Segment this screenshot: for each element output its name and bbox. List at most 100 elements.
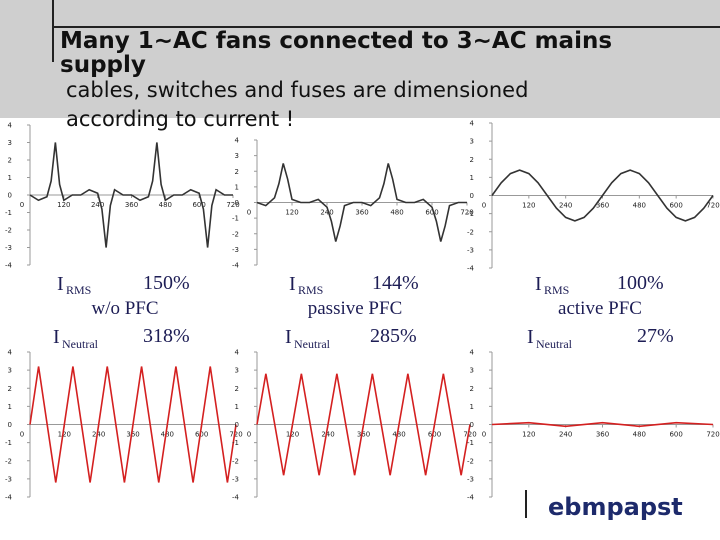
pfc-label: w/o PFC [91,298,158,319]
x-tick-label: 600 [428,431,441,439]
y-tick-label: 3 [235,152,239,160]
ineutral-sub: Neutral [294,337,331,351]
y-tick-label: -1 [467,210,474,218]
y-tick-label: -4 [232,494,240,502]
y-tick-label: -1 [232,215,239,223]
x-tick-label: 120 [58,431,71,439]
y-tick-label: -3 [5,475,12,483]
y-tick-label: 2 [8,385,12,393]
y-tick-label: 4 [8,349,13,357]
x-tick-label: 240 [559,202,572,210]
irms-sub: RMS [544,283,569,297]
ineutral-sub: Neutral [536,337,573,351]
waveform [256,163,467,242]
y-tick-label: 3 [8,139,12,147]
ineutral-value: 318% [143,325,190,347]
x-tick-label: 480 [633,202,646,210]
y-tick-label: 4 [235,137,240,145]
x-tick-label: 120 [286,431,299,439]
x-tick-label: 720 [229,431,242,439]
y-tick-label: -4 [467,265,475,273]
y-tick-label: 3 [8,367,12,375]
y-tick-label: -4 [5,262,13,270]
irms-label: I [535,273,542,295]
irms-sub: RMS [66,283,91,297]
x-tick-label: 0 [20,201,24,209]
ineutral-value: 27% [637,325,674,347]
rule [52,0,54,62]
y-tick-label: -4 [5,494,13,502]
y-tick-label: 1 [8,403,12,411]
y-tick-label: 1 [470,174,474,182]
rule [52,26,720,28]
x-tick-label: 360 [596,202,609,210]
irms-value: 144% [372,272,419,294]
x-tick-label: 600 [192,201,205,209]
y-tick-label: -4 [232,262,240,270]
y-tick-label: 3 [470,138,474,146]
logo: ebmpapst [548,493,683,521]
x-tick-label: 600 [669,202,682,210]
x-tick-label: 120 [522,431,535,439]
x-tick-label: 720 [706,431,719,439]
y-tick-label: -2 [232,230,239,238]
y-tick-label: 2 [235,385,239,393]
x-tick-label: 0 [20,431,24,439]
x-tick-label: 240 [91,201,104,209]
y-tick-label: -2 [232,457,239,465]
slide-title: Many 1~AC fans connected to 3~AC mains s… [60,28,613,78]
x-tick-label: 600 [195,431,208,439]
x-tick-label: 480 [161,431,174,439]
y-tick-label: -2 [467,457,474,465]
x-tick-label: 480 [159,201,172,209]
ineutral-value: 285% [370,325,417,347]
x-tick-label: 0 [482,202,486,210]
ineutral-sub: Neutral [62,337,99,351]
x-tick-label: 120 [285,209,298,217]
x-tick-label: 720 [706,202,719,210]
pfc-label: passive PFC [308,298,403,319]
y-tick-label: 4 [8,122,13,130]
y-tick-label: -3 [5,244,12,252]
y-tick-label: -2 [5,227,12,235]
y-tick-label: -3 [232,246,239,254]
waveform [491,169,714,222]
x-tick-label: 240 [559,431,572,439]
y-tick-label: 2 [8,157,12,165]
y-tick-label: 0 [8,192,12,200]
ineutral-label: I [53,326,60,348]
y-tick-label: -1 [232,439,239,447]
y-tick-label: -3 [467,246,474,254]
x-tick-label: 120 [57,201,70,209]
irms-label: I [289,273,296,295]
y-tick-label: -3 [467,475,474,483]
y-tick-label: 1 [470,403,474,411]
x-tick-label: 360 [125,201,138,209]
x-tick-label: 480 [633,431,646,439]
x-tick-label: 360 [596,431,609,439]
irms-label: I [57,273,64,295]
x-tick-label: 240 [92,431,105,439]
x-tick-label: 360 [357,431,370,439]
y-tick-label: 3 [235,367,239,375]
x-tick-label: 480 [392,431,405,439]
x-tick-label: 360 [126,431,139,439]
ineutral-label: I [527,326,534,348]
irms-value: 100% [617,272,664,294]
x-tick-label: 240 [321,431,334,439]
y-tick-label: 4 [470,349,475,357]
pfc-label: active PFC [558,298,642,319]
y-tick-label: -4 [467,494,475,502]
x-tick-label: 0 [482,431,486,439]
y-tick-label: 2 [470,385,474,393]
y-tick-label: 0 [8,421,12,429]
y-tick-label: 2 [470,156,474,164]
x-tick-label: 720 [226,201,239,209]
y-tick-label: 0 [470,192,474,200]
x-tick-label: 720 [463,431,476,439]
title-banner [0,0,720,118]
y-tick-label: 4 [235,349,240,357]
y-tick-label: 2 [235,168,239,176]
y-tick-label: -3 [232,475,239,483]
